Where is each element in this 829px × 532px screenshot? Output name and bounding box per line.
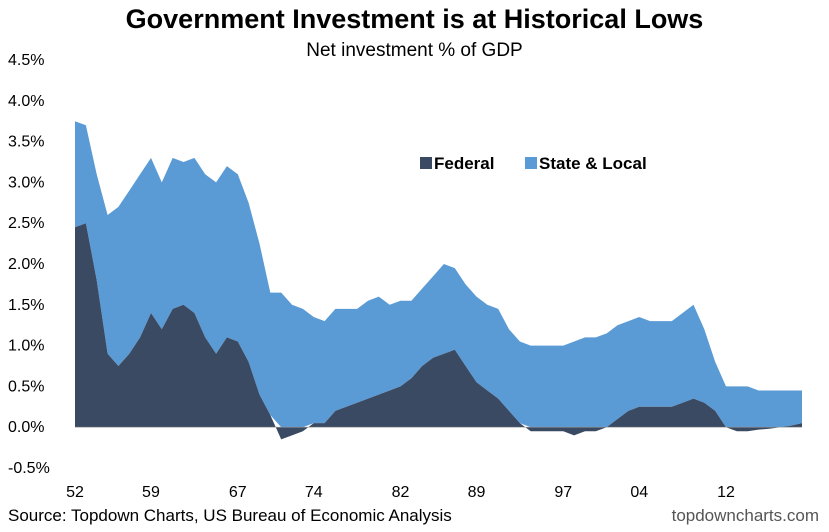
y-tick-label: -0.5% bbox=[8, 460, 50, 477]
x-tick-label: 82 bbox=[392, 484, 410, 500]
source-note: Source: Topdown Charts, US Bureau of Eco… bbox=[8, 506, 452, 525]
y-axis: -0.5% 0.0% 0.5% 1.0% 1.5% 2.0% 2.5% 3.0% 3.5% 4.0… bbox=[8, 52, 50, 477]
y-tick-label: 4.0% bbox=[8, 93, 44, 110]
series-federal-area bbox=[75, 223, 802, 440]
legend-state-local-swatch bbox=[525, 157, 537, 169]
y-tick-label: 3.0% bbox=[8, 174, 44, 191]
x-tick-label: 04 bbox=[630, 484, 648, 500]
series-state-local-area bbox=[75, 121, 802, 428]
chart-subtitle: Net investment % of GDP bbox=[306, 40, 523, 61]
site-credit: topdowncharts.com bbox=[671, 506, 819, 525]
stacked-area-chart: -0.5% 0.0% 0.5% 1.0% 1.5% 2.0% 2.5% 3.0% 3.5% 4.0… bbox=[8, 52, 802, 500]
y-tick-label: 3.5% bbox=[8, 134, 44, 151]
y-tick-label: 0.5% bbox=[8, 378, 44, 395]
y-tick-label: 2.0% bbox=[8, 256, 44, 273]
legend-federal-swatch bbox=[420, 157, 432, 169]
x-tick-label: 59 bbox=[142, 484, 160, 500]
y-tick-label: 0.0% bbox=[8, 419, 44, 436]
x-tick-label: 89 bbox=[468, 484, 486, 500]
x-axis: 52 59 67 74 82 89 97 04 12 bbox=[66, 484, 735, 500]
plot-area bbox=[75, 121, 802, 440]
y-tick-label: 1.0% bbox=[8, 338, 44, 355]
y-tick-label: 2.5% bbox=[8, 215, 44, 232]
legend: Federal State & Local bbox=[420, 154, 647, 173]
x-tick-label: 74 bbox=[305, 484, 323, 500]
x-tick-label: 52 bbox=[66, 484, 84, 500]
x-tick-label: 97 bbox=[554, 484, 572, 500]
legend-federal-label: Federal bbox=[434, 154, 494, 173]
legend-state-local-label: State & Local bbox=[539, 154, 647, 173]
chart-title: Government Investment is at Historical L… bbox=[125, 4, 704, 34]
x-tick-label: 67 bbox=[229, 484, 247, 500]
y-tick-label: 4.5% bbox=[8, 52, 44, 69]
x-tick-label: 12 bbox=[717, 484, 735, 500]
y-tick-label: 1.5% bbox=[8, 297, 44, 314]
